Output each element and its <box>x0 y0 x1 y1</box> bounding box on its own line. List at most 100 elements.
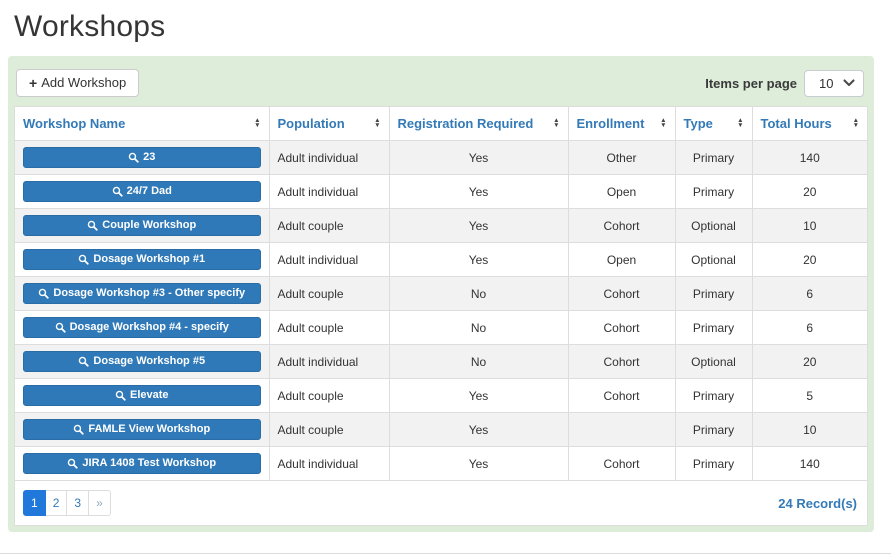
workshop-name-button[interactable]: Dosage Workshop #4 - specify <box>23 317 261 338</box>
workshop-name-cell: Dosage Workshop #3 - Other specify <box>15 276 270 311</box>
workshop-name-label: Dosage Workshop #3 - Other specify <box>53 287 246 299</box>
total-hours-cell: 140 <box>752 446 867 481</box>
population-cell: Adult individual <box>269 344 390 379</box>
add-workshop-button[interactable]: + Add Workshop <box>16 69 140 97</box>
add-workshop-label: Add Workshop <box>41 75 127 90</box>
items-per-page-select[interactable]: 10 <box>804 69 864 97</box>
column-header-workshop-name[interactable]: Workshop Name ▲ ▼ <box>15 107 270 141</box>
record-count: 24 Record(s) <box>778 495 857 511</box>
total-hours-cell: 6 <box>752 276 867 311</box>
footer: © 2020 - nFORM - Information, Family Out… <box>0 553 891 558</box>
workshop-name-cell: Dosage Workshop #4 - specify <box>15 310 270 345</box>
sort-icon[interactable]: ▲ ▼ <box>660 117 667 129</box>
column-header-population[interactable]: Population ▲ ▼ <box>269 107 390 141</box>
type-cell: Primary <box>675 310 753 345</box>
type-cell: Optional <box>675 344 753 379</box>
plus-icon: + <box>29 74 38 91</box>
pagination-page-button-1[interactable]: 1 <box>23 490 46 516</box>
pagination-page-button-2[interactable]: 2 <box>44 490 68 516</box>
workshops-page: Workshops + Add Workshop Items per page … <box>8 10 874 532</box>
column-header-registration-required[interactable]: Registration Required ▲ ▼ <box>389 107 569 141</box>
total-hours-cell: 5 <box>752 378 867 413</box>
table-row: Dosage Workshop #1 Adult individual Yes Ope… <box>15 242 867 277</box>
workshop-name-button[interactable]: 24/7 Dad <box>23 181 261 202</box>
workshop-name-label: Couple Workshop <box>102 219 197 231</box>
sort-icon[interactable]: ▲ ▼ <box>374 117 381 129</box>
magnifier-icon <box>55 322 66 333</box>
workshop-name-cell: Dosage Workshop #1 <box>15 242 270 277</box>
type-cell: Primary <box>675 378 753 413</box>
pagination-next-button[interactable]: » <box>88 490 111 516</box>
population-cell: Adult individual <box>269 174 390 209</box>
workshop-name-cell: 24/7 Dad <box>15 174 270 209</box>
total-hours-cell: 20 <box>752 344 867 379</box>
magnifier-icon <box>67 458 79 469</box>
column-label: Population <box>277 116 345 131</box>
sort-icon[interactable]: ▲ ▼ <box>553 117 560 129</box>
workshop-name-label: JIRA 1408 Test Workshop <box>82 457 217 469</box>
magnifier-icon <box>78 254 90 265</box>
workshop-name-label: Dosage Workshop #4 - specify <box>69 321 229 333</box>
type-cell: Optional <box>675 208 753 243</box>
total-hours-cell: 140 <box>752 140 867 175</box>
column-label: Enrollment <box>576 116 645 131</box>
workshop-name-button[interactable]: Elevate <box>23 385 261 406</box>
workshop-name-button[interactable]: Dosage Workshop #5 <box>23 351 261 372</box>
column-header-type[interactable]: Type ▲ ▼ <box>675 107 753 141</box>
workshop-name-button[interactable]: FAMLE View Workshop <box>23 419 261 440</box>
page-title: Workshops <box>14 10 166 43</box>
enrollment-cell: Cohort <box>568 310 676 345</box>
workshop-name-button[interactable]: 23 <box>23 147 261 168</box>
total-hours-cell: 10 <box>752 208 867 243</box>
workshop-name-cell: JIRA 1408 Test Workshop <box>15 446 270 481</box>
type-cell: Primary <box>675 446 753 481</box>
magnifier-icon <box>87 220 98 231</box>
pagination-bar: 1 2 3» 24 Record(s) <box>15 481 867 525</box>
sort-icon[interactable]: ▲ ▼ <box>737 117 744 129</box>
workshop-name-label: 23 <box>143 151 156 163</box>
table-row: Dosage Workshop #4 - specify Adult couple… <box>15 310 867 345</box>
items-per-page-label: Items per page <box>705 75 797 91</box>
toolbar: + Add Workshop Items per page 10 <box>14 62 868 106</box>
registration-required-cell: No <box>389 344 569 379</box>
table-row: Elevate Adult couple Yes Cohort Primary 5 <box>15 378 867 413</box>
enrollment-cell: Cohort <box>568 446 676 481</box>
registration-required-cell: Yes <box>389 208 569 243</box>
registration-required-cell: No <box>389 276 569 311</box>
workshop-name-cell: Dosage Workshop #5 <box>15 344 270 379</box>
total-hours-cell: 20 <box>752 242 867 277</box>
column-header-enrollment[interactable]: Enrollment ▲ ▼ <box>568 107 676 141</box>
population-cell: Adult couple <box>269 378 390 413</box>
table-row: 23 Adult individual Yes Other Primary 140 <box>15 140 867 175</box>
type-cell: Optional <box>675 242 753 277</box>
workshop-name-button[interactable]: Dosage Workshop #3 - Other specify <box>23 283 261 304</box>
registration-required-cell: Yes <box>389 412 569 447</box>
workshop-name-cell: Couple Workshop <box>15 208 270 243</box>
table-row: Couple Workshop Adult couple Yes Cohort Opti… <box>15 208 867 243</box>
column-header-total-hours[interactable]: Total Hours ▲ ▼ <box>752 107 867 141</box>
registration-required-cell: Yes <box>389 242 569 277</box>
sort-icon[interactable]: ▲ ▼ <box>852 117 859 129</box>
workshop-name-button[interactable]: JIRA 1408 Test Workshop <box>23 453 261 474</box>
enrollment-cell: Cohort <box>568 208 676 243</box>
type-cell: Primary <box>675 276 753 311</box>
column-label: Type <box>683 116 713 131</box>
enrollment-cell: Cohort <box>568 276 676 311</box>
sort-icon[interactable]: ▲ ▼ <box>254 117 261 129</box>
column-label: Workshop Name <box>23 116 126 131</box>
table-header-row: Workshop Name ▲ ▼ Population ▲ ▼ Registration … <box>15 107 867 141</box>
pagination-page-button-3[interactable]: 3 <box>66 490 90 516</box>
registration-required-cell: Yes <box>389 446 569 481</box>
table-row: FAMLE View Workshop Adult couple Yes Primar… <box>15 412 867 447</box>
column-label: Total Hours <box>760 116 832 131</box>
items-per-page-value: 10 <box>819 75 834 91</box>
registration-required-cell: Yes <box>389 140 569 175</box>
workshop-name-button[interactable]: Dosage Workshop #1 <box>23 249 261 270</box>
workshop-name-label: Dosage Workshop #5 <box>93 355 206 367</box>
population-cell: Adult individual <box>269 242 390 277</box>
workshop-name-label: Dosage Workshop #1 <box>93 253 206 265</box>
enrollment-cell: Other <box>568 140 676 175</box>
workshop-name-button[interactable]: Couple Workshop <box>23 215 261 236</box>
workshop-name-cell: FAMLE View Workshop <box>15 412 270 447</box>
workshop-name-cell: Elevate <box>15 378 270 413</box>
